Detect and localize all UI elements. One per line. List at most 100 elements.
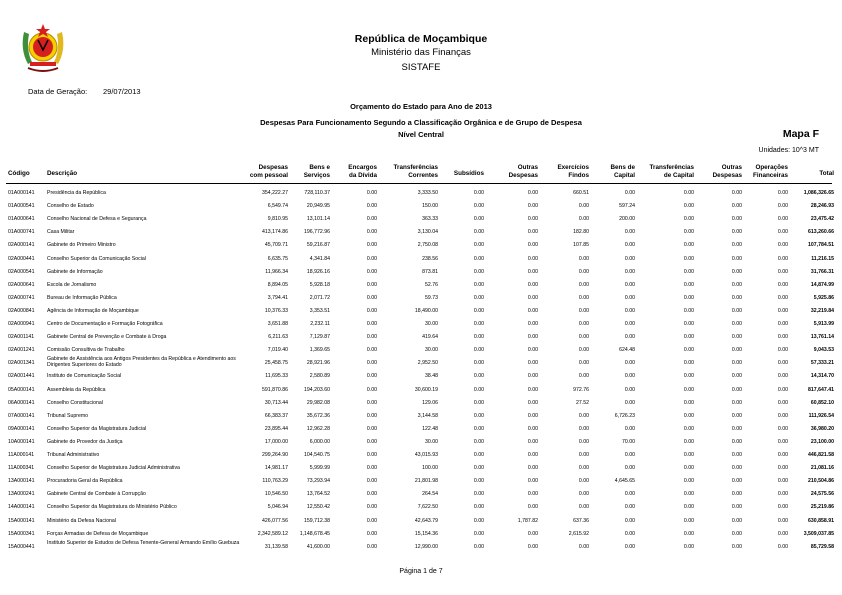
- cell-descricao: Conselho Superior da Magistratura do Min…: [47, 504, 177, 511]
- cell-bens-capital: 0.00: [624, 465, 635, 472]
- cell-bens-capital: 0.00: [624, 321, 635, 327]
- cell-total: 23,100.00: [810, 438, 834, 445]
- cell-exercicios-findos: 0.00: [578, 425, 589, 432]
- cell-codigo: 09A000141: [8, 425, 35, 432]
- cell-descricao: Gabinete de Assistência aos Antigos Pres…: [47, 356, 236, 369]
- cell-codigo: 06A000141: [8, 399, 35, 406]
- cell-total: 111,926.54: [808, 412, 834, 419]
- column-header-line: Exercícios: [557, 164, 589, 171]
- cell-descricao: Assembleia da República: [47, 386, 106, 393]
- cell-operacoes-financeiras: 0.00: [777, 386, 788, 393]
- cell-bens-capital: 0.00: [624, 399, 635, 406]
- cell-total: 28,246.93: [810, 203, 834, 210]
- cell-transferencias-capital: 0.00: [683, 373, 694, 380]
- cell-encargos-divida: 0.00: [366, 399, 377, 406]
- table-row: 02A000741 Bureau de Informação Pública 3,7…: [0, 292, 842, 304]
- cell-outras-despesas: 0.00: [527, 386, 538, 393]
- cell-transferencias-correntes: 30.00: [425, 438, 438, 445]
- cell-operacoes-financeiras: 0.00: [777, 229, 788, 236]
- cell-total: 3,509,037.85: [803, 530, 834, 537]
- cell-operacoes-financeiras: 0.00: [777, 399, 788, 406]
- cell-outras-despesas: 0.00: [527, 242, 538, 249]
- cell-subsidios: 0.00: [473, 543, 484, 550]
- cell-operacoes-financeiras: 0.00: [777, 242, 788, 249]
- cell-subsidios: 0.00: [473, 268, 484, 275]
- cell-transferencias-capital: 0.00: [683, 334, 694, 341]
- cell-despesas-pessoal: 6,549.74: [267, 203, 288, 210]
- cell-outras-despesas: 0.00: [527, 465, 538, 472]
- cell-codigo: 02A000741: [8, 294, 35, 301]
- cell-outras-despesas: 0.00: [527, 307, 538, 314]
- column-header-operacoes-financeiras: Operações Financeiras: [744, 164, 788, 180]
- column-header-line: Bens e: [309, 164, 330, 171]
- cell-codigo: 05A000141: [8, 386, 35, 393]
- cell-outras-despesas-capital: 0.00: [731, 242, 742, 249]
- cell-outras-despesas: 0.00: [527, 543, 538, 550]
- cell-operacoes-financeiras: 0.00: [777, 478, 788, 485]
- table-row: 02A000841 Agência de Informação de Moçamb…: [0, 305, 842, 317]
- cell-transferencias-capital: 0.00: [683, 242, 694, 249]
- cell-subsidios: 0.00: [473, 491, 484, 498]
- column-header-line: Serviços: [303, 172, 330, 179]
- table-header: Código Descrição Despesas com pessoal Bens e…: [0, 160, 842, 184]
- cell-operacoes-financeiras: 0.00: [777, 438, 788, 445]
- cell-bens-servicos: 6,000.00: [309, 438, 330, 445]
- cell-encargos-divida: 0.00: [366, 373, 377, 380]
- cell-transferencias-correntes: 15,154.36: [414, 530, 438, 537]
- cell-operacoes-financeiras: 0.00: [777, 190, 788, 196]
- cell-despesas-pessoal: 11,966.34: [265, 268, 288, 275]
- cell-codigo: 01A000541: [8, 203, 35, 210]
- table-row: 02A000441 Conselho Superior da Comunicaçã…: [0, 253, 842, 265]
- cell-subsidios: 0.00: [473, 216, 484, 223]
- cell-subsidios: 0.00: [473, 425, 484, 432]
- cell-codigo: 15A000141: [8, 517, 35, 524]
- cell-subsidios: 0.00: [473, 373, 484, 380]
- cell-bens-capital: 0.00: [624, 491, 635, 498]
- cell-transferencias-correntes: 2,952.50: [417, 360, 438, 367]
- coat-of-arms-emblem: [18, 20, 68, 76]
- cell-bens-servicos: 28,921.96: [306, 360, 330, 367]
- cell-bens-capital: 0.00: [624, 452, 635, 458]
- cell-codigo: 02A001341: [8, 360, 35, 367]
- cell-despesas-pessoal: 17,000.00: [264, 438, 288, 445]
- cell-encargos-divida: 0.00: [366, 425, 377, 432]
- cell-bens-capital: 0.00: [624, 294, 635, 301]
- cell-outras-despesas-capital: 0.00: [731, 399, 742, 406]
- table-row: 02A001141 Gabinete Central de Prevenção e…: [0, 331, 842, 343]
- cell-despesas-pessoal: 2,342,589.12: [257, 530, 288, 537]
- cell-total: 630,858.91: [808, 517, 834, 524]
- system-title: SISTAFE: [401, 62, 441, 73]
- cell-operacoes-financeiras: 0.00: [777, 465, 788, 472]
- cell-exercicios-findos: 2,615.92: [568, 530, 589, 537]
- cell-bens-capital: 4,645.65: [614, 478, 635, 485]
- level-title: Nível Central: [398, 130, 444, 139]
- cell-transferencias-capital: 0.00: [683, 543, 694, 550]
- column-header-line: Bens de: [610, 164, 636, 171]
- cell-subsidios: 0.00: [473, 294, 484, 301]
- cell-exercicios-findos: 0.00: [578, 216, 589, 223]
- cell-outras-despesas-capital: 0.00: [731, 491, 742, 498]
- cell-despesas-pessoal: 25,458.75: [264, 360, 288, 367]
- cell-outras-despesas-capital: 0.00: [731, 530, 742, 537]
- cell-encargos-divida: 0.00: [366, 504, 377, 511]
- cell-bens-capital: 0.00: [624, 530, 635, 537]
- table-row: 13A000141 Procuradoria Geral da República…: [0, 475, 842, 487]
- column-header-line: com pessoal: [249, 172, 288, 179]
- cell-outras-despesas: 0.00: [527, 530, 538, 537]
- cell-transferencias-correntes: 3,130.04: [417, 229, 438, 236]
- cell-operacoes-financeiras: 0.00: [777, 491, 788, 498]
- cell-encargos-divida: 0.00: [366, 216, 377, 223]
- cell-total: 9,043.53: [813, 347, 834, 354]
- cell-encargos-divida: 0.00: [366, 465, 377, 472]
- cell-bens-capital: 0.00: [624, 386, 635, 393]
- cell-outras-despesas: 0.00: [527, 334, 538, 341]
- cell-subsidios: 0.00: [473, 399, 484, 406]
- cell-total: 14,314.70: [810, 373, 834, 380]
- column-header-line: Descrição: [47, 170, 78, 177]
- cell-transferencias-correntes: 30,600.19: [414, 386, 438, 393]
- cell-encargos-divida: 0.00: [366, 478, 377, 485]
- cell-transferencias-correntes: 52.76: [425, 281, 438, 288]
- cell-transferencias-capital: 0.00: [683, 229, 694, 236]
- cell-bens-servicos: 12,962.28: [306, 425, 330, 432]
- cell-outras-despesas: 0.00: [527, 504, 538, 511]
